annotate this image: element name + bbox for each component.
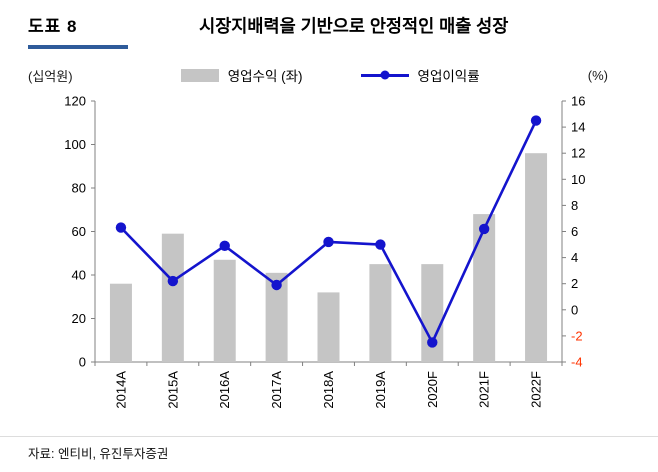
x-label-2015A: 2015A bbox=[165, 371, 180, 409]
right-tick-label-14: 14 bbox=[571, 120, 585, 135]
marker-2014A bbox=[115, 222, 127, 233]
right-tick-label-2: 2 bbox=[571, 276, 578, 291]
profit-margin-line-series bbox=[115, 115, 542, 348]
bar-2017A bbox=[265, 272, 288, 362]
marker-2017A bbox=[271, 279, 282, 291]
figure-number: 도표 8 bbox=[28, 17, 78, 36]
bar-2015A bbox=[161, 233, 184, 362]
x-label-2018A: 2018A bbox=[321, 371, 336, 409]
right-tick-label-10: 10 bbox=[571, 172, 585, 187]
figure-title: 시장지배력을 기반으로 안정적인 매출 성장 bbox=[199, 16, 509, 36]
x-label-2014A: 2014A bbox=[113, 371, 128, 409]
marker-2018A bbox=[323, 236, 334, 248]
left-tick-label-20: 20 bbox=[72, 311, 86, 326]
header-accent-bar bbox=[28, 45, 128, 49]
left-tick-label-100: 100 bbox=[64, 137, 86, 152]
x-label-2019A: 2019A bbox=[373, 371, 388, 409]
right-tick-label-6: 6 bbox=[571, 224, 578, 239]
left-tick-label-60: 60 bbox=[72, 224, 86, 239]
bar-2022F bbox=[525, 153, 548, 362]
right-tick-label-12: 12 bbox=[571, 146, 585, 161]
bar-2019A bbox=[369, 264, 392, 362]
legend-label-margin: 영업이익률 bbox=[417, 69, 480, 84]
chart-top-row: (십억원) 영업수익 (좌) 영업이익률 (%) bbox=[28, 65, 608, 85]
legend-item-revenue: 영업수익 (좌) bbox=[180, 65, 303, 85]
marker-2015A bbox=[167, 275, 179, 287]
left-tick-label-40: 40 bbox=[72, 268, 86, 283]
bar-2016A bbox=[213, 259, 236, 362]
bar-2014A bbox=[109, 283, 132, 362]
bar-series-swatch bbox=[180, 68, 219, 82]
figure-header: 도표 8 시장지배력을 기반으로 안정적인 매출 성장 bbox=[0, 12, 658, 38]
chart-legend: 영업수익 (좌) 영업이익률 bbox=[73, 65, 588, 85]
x-label-2017A: 2017A bbox=[269, 371, 284, 409]
right-tick-label-16: 16 bbox=[571, 94, 585, 109]
bar-2020F bbox=[421, 264, 444, 362]
revenue-bars bbox=[109, 153, 548, 362]
right-tick-label--2: -2 bbox=[571, 328, 583, 343]
right-tick-label-0: 0 bbox=[571, 302, 578, 317]
x-label-2020F: 2020F bbox=[425, 371, 440, 408]
legend-label-revenue: 영업수익 (좌) bbox=[227, 69, 303, 84]
source-note: 자료: 엔티비, 유진투자증권 bbox=[0, 436, 658, 472]
marker-2022F bbox=[530, 115, 542, 126]
x-label-2016A: 2016A bbox=[217, 371, 232, 409]
x-label-2021F: 2021F bbox=[477, 371, 492, 408]
right-tick-label-8: 8 bbox=[571, 198, 578, 213]
line-marker-dot-icon bbox=[380, 70, 390, 80]
marker-2020F bbox=[427, 337, 438, 348]
left-tick-label-0: 0 bbox=[79, 355, 86, 370]
right-tick-label-4: 4 bbox=[571, 250, 578, 265]
marker-2019A bbox=[375, 239, 386, 250]
right-tick-label--4: -4 bbox=[571, 355, 583, 370]
line-series-swatch bbox=[360, 70, 409, 80]
left-axis-unit-label: (십억원) bbox=[28, 68, 73, 84]
bar-2018A bbox=[317, 292, 340, 362]
left-tick-label-120: 120 bbox=[64, 94, 86, 109]
axis-labels: 0 20 40 60 80 100 120 -4 -2 0 2 4 6 8 10 12 14 16 2014A 201… bbox=[64, 94, 585, 409]
right-axis-unit-label: (%) bbox=[587, 67, 608, 83]
x-label-2022F: 2022F bbox=[529, 371, 544, 408]
left-tick-label-80: 80 bbox=[72, 181, 86, 196]
chart-area: 0 20 40 60 80 100 120 -4 -2 0 2 4 6 8 10 12 14 16 2014A 201… bbox=[0, 89, 658, 426]
marker-2021F bbox=[478, 223, 490, 235]
bar-2021F bbox=[473, 214, 496, 362]
legend-item-margin: 영업이익률 bbox=[360, 65, 480, 85]
marker-2016A bbox=[219, 240, 230, 252]
chart-canvas: 0 20 40 60 80 100 120 -4 -2 0 2 4 6 8 10 12 14 16 2014A 201… bbox=[64, 94, 585, 409]
